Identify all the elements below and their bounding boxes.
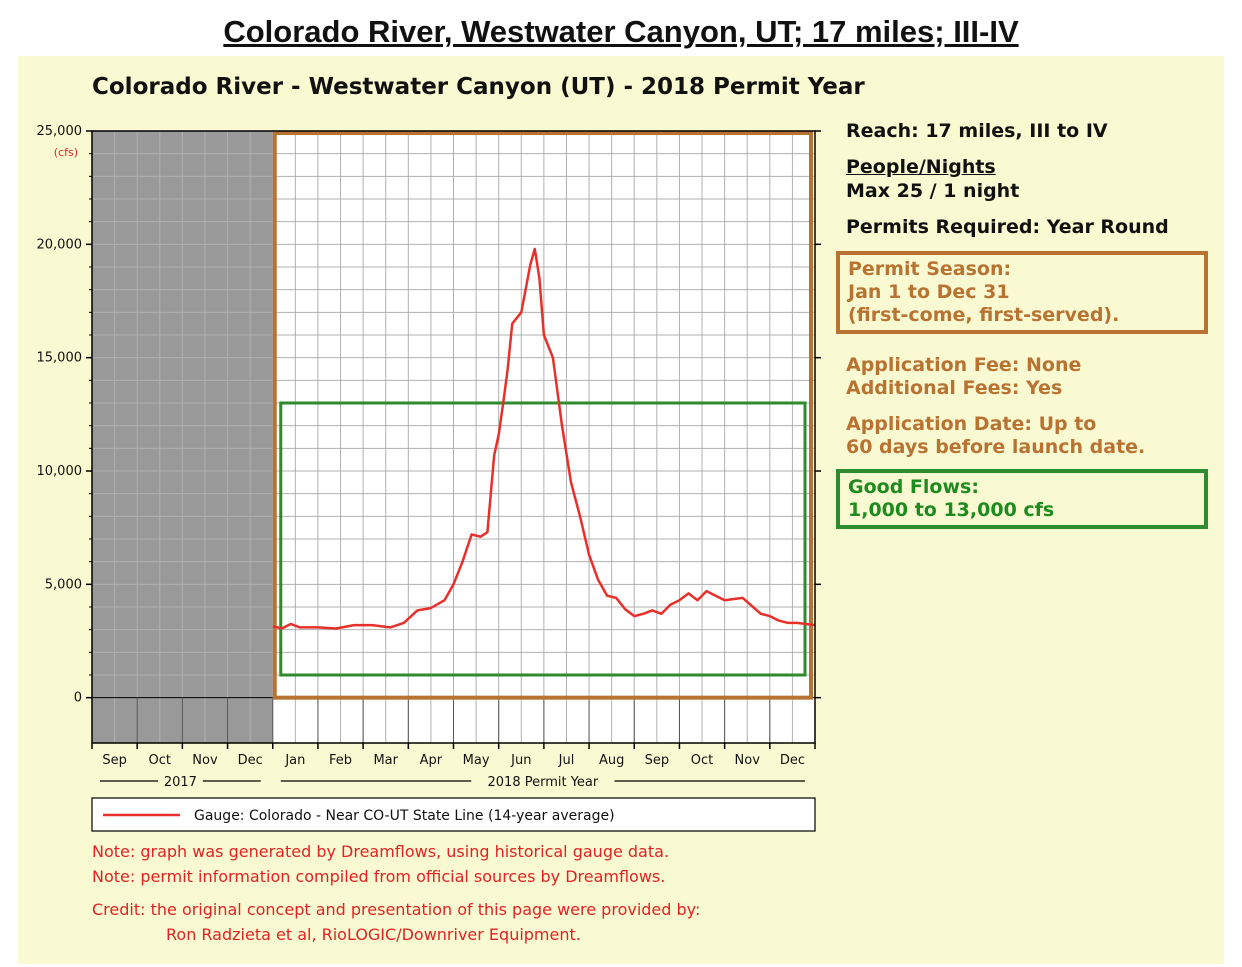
permit-season-line: Permit Season: — [848, 258, 1012, 280]
permit-season-line: Jan 1 to Dec 31 — [848, 281, 1010, 303]
series-layer — [272, 247, 816, 630]
x-month-label: Jun — [510, 753, 531, 768]
series-line — [272, 247, 816, 630]
x-month-label: Mar — [373, 753, 398, 768]
application-date-line: Application Date: Up to — [846, 413, 1097, 435]
x-month-label: Apr — [420, 753, 443, 768]
x-month-label: Sep — [102, 753, 127, 768]
application-fee: Application Fee: None — [846, 354, 1082, 376]
x-month-label: Sep — [645, 753, 670, 768]
chart-title: Colorado River - Westwater Canyon (UT) -… — [92, 74, 865, 100]
legend: Gauge: Colorado - Near CO-UT State Line … — [91, 797, 816, 832]
x-month-label: Aug — [599, 753, 624, 768]
additional-fees: Additional Fees: Yes — [846, 377, 1063, 399]
x-month-label: Nov — [735, 753, 761, 768]
x-month-label: Dec — [780, 753, 805, 768]
permits-required: Permits Required: Year Round — [846, 216, 1169, 238]
credit-line: Ron Radzieta et al, RioLOGIC/Downriver E… — [166, 925, 581, 944]
permit-season-box: Permit Season: Jan 1 to Dec 31 (first-co… — [836, 251, 1208, 334]
permit-season-box — [272, 131, 813, 700]
y-unit-label: (cfs) — [54, 146, 78, 159]
people-nights-heading: People/Nights — [846, 156, 996, 178]
x-month-label: May — [463, 753, 490, 768]
application-date-line: 60 days before launch date. — [846, 436, 1146, 458]
x-month-label: Dec — [238, 753, 263, 768]
note-line: Note: permit information compiled from o… — [92, 867, 666, 886]
axes: 0 5,000 10,000 15,000 20,000 25,000 (cfs) Sep Oc… — [37, 124, 821, 790]
x-month-label: Nov — [192, 753, 218, 768]
y-tick-label: 10,000 — [37, 464, 83, 479]
good-flows-heading: Good Flows: — [848, 476, 979, 498]
y-tick-label: 15,000 — [37, 351, 83, 366]
legend-box — [91, 797, 816, 832]
x-month-label: Feb — [329, 753, 352, 768]
x-month-label: Oct — [149, 753, 171, 768]
page-title: Colorado River, Westwater Canyon, UT; 17… — [223, 14, 1019, 49]
x-month-label: Oct — [691, 753, 713, 768]
y-tick-label: 5,000 — [45, 577, 82, 592]
legend-label: Gauge: Colorado - Near CO-UT State Line … — [194, 808, 615, 824]
period-label-2018: 2018 Permit Year — [488, 775, 599, 790]
good-flows-range: 1,000 to 13,000 cfs — [848, 499, 1055, 521]
x-month-label: Jul — [558, 753, 575, 768]
y-tick-label: 25,000 — [37, 124, 83, 139]
note-line: Note: graph was generated by Dreamflows,… — [92, 842, 670, 861]
x-month-label: Jan — [284, 753, 305, 768]
period-label-2017: 2017 — [164, 775, 197, 790]
people-nights-value: Max 25 / 1 night — [846, 180, 1020, 202]
reach-text: Reach: 17 miles, III to IV — [846, 120, 1108, 142]
range-boxes — [272, 131, 813, 700]
good-flows-box — [279, 401, 807, 677]
credit-line: Credit: the original concept and present… — [92, 900, 701, 919]
y-tick-label: 20,000 — [37, 237, 83, 252]
y-tick-label: 0 — [74, 691, 82, 706]
permit-season-line: (first-come, first-served). — [848, 304, 1120, 326]
good-flows-box: Good Flows: 1,000 to 13,000 cfs — [836, 469, 1208, 529]
